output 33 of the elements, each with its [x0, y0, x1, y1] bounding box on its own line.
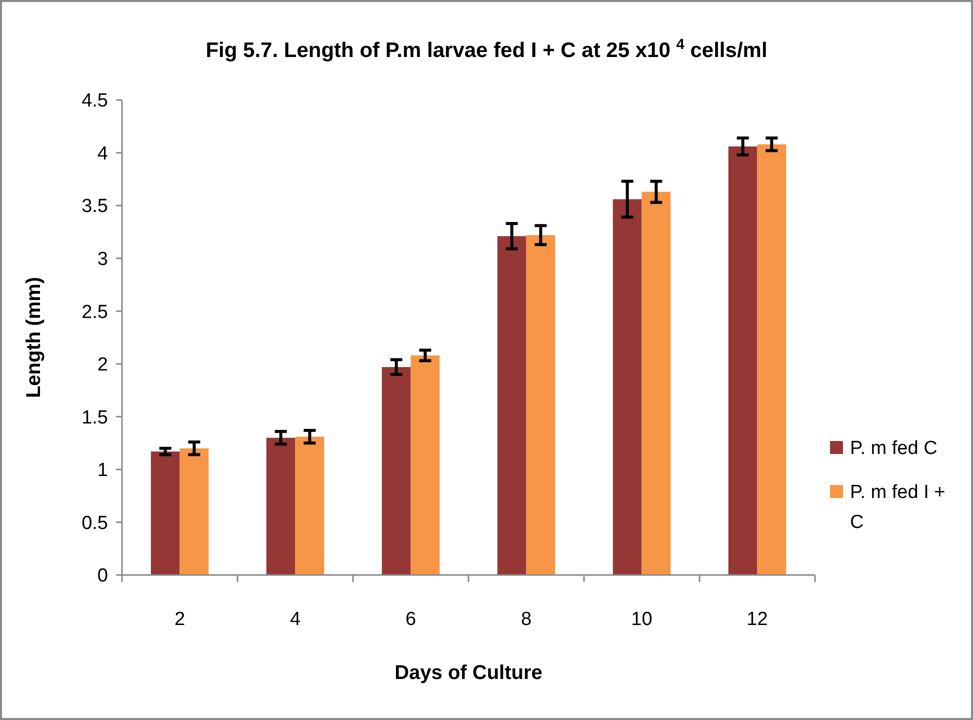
x-axis-title: Days of Culture	[394, 662, 542, 684]
chart-title: Fig 5.7. Length of P.m larvae fed I + C at 25 x10 $^{4}$ cells/ml	[206, 37, 768, 62]
x-tick-label: 2	[174, 609, 186, 630]
y-tick-label: 0	[97, 566, 108, 587]
x-tick-label: 12	[746, 609, 768, 630]
bar	[497, 236, 526, 575]
bar	[642, 192, 671, 575]
bar	[180, 448, 209, 575]
y-tick-label: 0.5	[82, 512, 108, 534]
bar	[410, 355, 440, 575]
bar	[295, 436, 324, 575]
x-tick-label: 6	[405, 609, 416, 630]
y-tick-label: 4	[97, 143, 108, 164]
bar	[612, 199, 642, 575]
y-tick-label: 1.5	[82, 407, 108, 428]
legend-label: P. m fed I + C	[850, 482, 946, 533]
y-tick-label: 2.5	[82, 302, 108, 323]
bar	[728, 146, 758, 575]
x-tick-label: 10	[631, 609, 652, 630]
y-tick-label: 4.5	[82, 90, 108, 112]
y-tick-label: 3.5	[82, 196, 108, 218]
bar	[757, 144, 786, 575]
bar	[266, 438, 296, 575]
y-tick-label: 1	[97, 460, 108, 482]
bar	[150, 452, 180, 575]
bar	[526, 235, 556, 575]
y-tick-label: 3	[97, 248, 108, 270]
y-tick-label: 2	[97, 354, 108, 376]
x-tick-label: 8	[520, 609, 532, 630]
bar	[382, 367, 411, 575]
legend-label: P. m fed C	[850, 438, 938, 459]
x-tick-label: 4	[290, 609, 301, 630]
y-axis-title: Length (mm)	[23, 276, 45, 398]
